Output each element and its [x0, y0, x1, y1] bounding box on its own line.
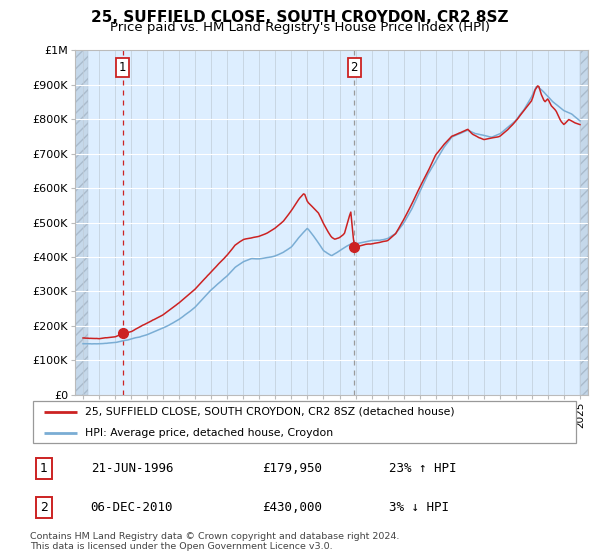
Bar: [75, 50, 88, 395]
Text: 3% ↓ HPI: 3% ↓ HPI: [389, 501, 449, 515]
Text: 25, SUFFIELD CLOSE, SOUTH CROYDON, CR2 8SZ (detached house): 25, SUFFIELD CLOSE, SOUTH CROYDON, CR2 8…: [85, 407, 455, 417]
FancyBboxPatch shape: [33, 401, 577, 444]
Text: 2: 2: [350, 60, 358, 74]
Text: 1: 1: [119, 60, 127, 74]
Text: 21-JUN-1996: 21-JUN-1996: [91, 462, 173, 475]
Text: Contains HM Land Registry data © Crown copyright and database right 2024.
This d: Contains HM Land Registry data © Crown c…: [30, 532, 400, 552]
Text: 2: 2: [40, 501, 48, 515]
Bar: [580, 50, 588, 395]
Text: HPI: Average price, detached house, Croydon: HPI: Average price, detached house, Croy…: [85, 428, 334, 438]
Text: 06-DEC-2010: 06-DEC-2010: [91, 501, 173, 515]
Text: Price paid vs. HM Land Registry's House Price Index (HPI): Price paid vs. HM Land Registry's House …: [110, 21, 490, 34]
Text: 25, SUFFIELD CLOSE, SOUTH CROYDON, CR2 8SZ: 25, SUFFIELD CLOSE, SOUTH CROYDON, CR2 8…: [91, 10, 509, 25]
Text: £430,000: £430,000: [262, 501, 322, 515]
Text: 1: 1: [40, 462, 48, 475]
Text: £179,950: £179,950: [262, 462, 322, 475]
Text: 23% ↑ HPI: 23% ↑ HPI: [389, 462, 457, 475]
